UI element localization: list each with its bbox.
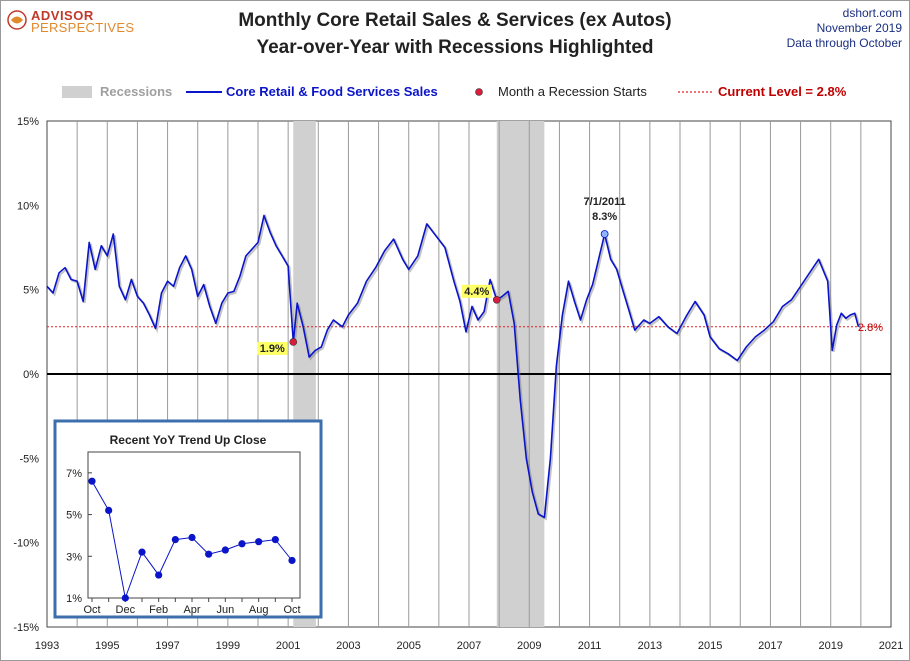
publish-date: November 2019 xyxy=(816,21,902,35)
inset-y-tick-label: 3% xyxy=(66,551,82,563)
x-tick-label: 2005 xyxy=(396,640,420,652)
inset-x-tick-label: Oct xyxy=(83,604,100,616)
y-tick-label: 10% xyxy=(17,200,39,212)
recession-start-label-bg xyxy=(257,341,288,355)
advisor-perspectives-logo: ADVISOR PERSPECTIVES xyxy=(7,8,137,36)
legend-recession-start-marker xyxy=(475,88,483,96)
inset-x-tick-label: Dec xyxy=(116,604,136,616)
recession-start-label-bg xyxy=(461,284,492,298)
series-line xyxy=(46,214,860,519)
source-label: dshort.com xyxy=(842,6,902,20)
legend-recessions-label: Recessions xyxy=(100,84,172,99)
inset-data-point xyxy=(238,540,246,548)
logo-globe-icon xyxy=(7,10,27,30)
logo-text-advisor: ADVISOR xyxy=(31,8,94,23)
chart-title: Monthly Core Retail Sales & Services (ex… xyxy=(238,10,672,31)
y-tick-label: 0% xyxy=(23,369,39,381)
inset-x-tick-label: Aug xyxy=(249,604,269,616)
inset-y-tick-label: 1% xyxy=(66,593,82,605)
inset-title: Recent YoY Trend Up Close xyxy=(110,433,267,447)
y-tick-label: 5% xyxy=(23,285,39,297)
inset-data-point xyxy=(155,571,163,579)
x-tick-label: 2007 xyxy=(457,640,481,652)
inset-data-point xyxy=(188,533,196,542)
inset-x-tick-label: Oct xyxy=(283,604,300,616)
legend: Recessions Core Retail & Food Services S… xyxy=(62,84,847,99)
inset-x-tick-label: Jun xyxy=(216,604,234,616)
x-tick-label: 2009 xyxy=(517,640,541,652)
inset-y-tick-label: 7% xyxy=(66,468,82,480)
inset-data-point xyxy=(221,546,229,554)
inset-data-point xyxy=(171,536,179,544)
inset-data-point xyxy=(205,550,213,558)
inset-data-point xyxy=(88,477,96,485)
x-tick-label: 2013 xyxy=(638,640,662,652)
recession-start-value: 1.9% xyxy=(260,343,285,355)
inset-data-point xyxy=(288,556,296,565)
x-tick-label: 1999 xyxy=(216,640,240,652)
x-tick-label: 1993 xyxy=(35,640,59,652)
recession-start-value: 4.4% xyxy=(464,286,489,298)
x-tick-label: 2015 xyxy=(698,640,722,652)
logo-text-perspectives: PERSPECTIVES xyxy=(31,20,135,35)
x-tick-label: 2011 xyxy=(578,640,602,652)
peak-date-label: 7/1/2011 xyxy=(584,196,626,208)
x-tick-label: 2019 xyxy=(818,640,842,652)
y-tick-label: 15% xyxy=(17,116,39,128)
legend-recession-start-label: Month a Recession Starts xyxy=(498,84,647,99)
y-tick-label: -15% xyxy=(13,622,39,634)
inset-data-point xyxy=(271,536,279,544)
peak-marker xyxy=(600,230,609,238)
inset-data-point xyxy=(138,548,146,556)
legend-current-level-label: Current Level = 2.8% xyxy=(718,84,847,99)
current-level-value: 2.8% xyxy=(858,322,883,334)
inset-data-point xyxy=(255,538,263,546)
x-tick-label: 2001 xyxy=(276,640,300,652)
data-through-label: Data through October xyxy=(786,36,902,50)
legend-recession-swatch xyxy=(62,86,92,98)
x-tick-label: 2003 xyxy=(336,640,360,652)
x-tick-label: 2021 xyxy=(879,640,903,652)
y-tick-label: -10% xyxy=(13,538,39,550)
y-tick-label: -5% xyxy=(19,453,39,465)
x-tick-label: 2017 xyxy=(758,640,782,652)
legend-series-label: Core Retail & Food Services Sales xyxy=(226,84,438,99)
inset-data-point xyxy=(121,594,129,602)
inset-y-tick-label: 5% xyxy=(66,510,82,522)
inset-x-tick-label: Feb xyxy=(149,604,168,616)
inset-x-tick-label: Apr xyxy=(183,604,200,616)
chart-subtitle: Year-over-Year with Recessions Highlight… xyxy=(256,37,654,58)
recession-start-marker xyxy=(492,295,501,304)
recession-start-marker xyxy=(289,338,298,346)
x-tick-label: 1997 xyxy=(155,640,179,652)
x-tick-label: 1995 xyxy=(95,640,119,652)
inset-plot-area xyxy=(87,451,301,599)
inset-data-point xyxy=(105,506,113,514)
peak-value-label: 8.3% xyxy=(592,211,617,223)
